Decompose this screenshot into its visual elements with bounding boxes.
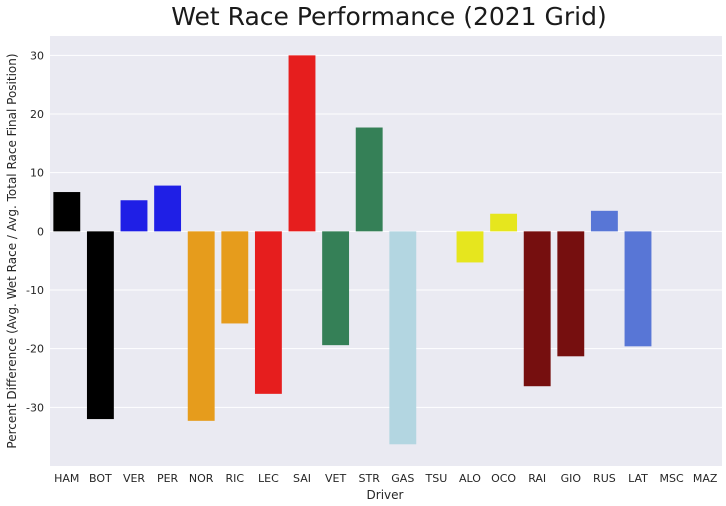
x-tick-label: RAI [528,472,546,485]
x-tick-label: GAS [391,472,414,485]
x-tick-label: MSC [660,472,684,485]
x-tick-label: BOT [89,472,112,485]
bar-ric [221,231,249,324]
x-tick-label: VET [325,472,346,485]
bar-per [154,185,182,232]
bar-ham [53,192,81,232]
bar-gio [557,231,585,357]
y-tick-labels: -30 -20 -10 0 10 20 30 [26,49,44,414]
x-tick-label: NOR [189,472,214,485]
y-tick-label: -30 [26,401,44,414]
plot-background [50,36,722,466]
y-tick-label: 20 [30,108,44,121]
y-tick-label: 0 [37,225,44,238]
x-tick-label: RIC [226,472,245,485]
x-axis-label: Driver [367,488,404,502]
x-tick-label: ALO [459,472,481,485]
x-tick-label: OCO [491,472,516,485]
x-tick-label: LAT [628,472,648,485]
bar-gas [389,231,417,445]
bar-lat [624,231,652,347]
bar-bot [86,231,114,420]
y-tick-label: -10 [26,284,44,297]
x-tick-label: VER [123,472,145,485]
x-tick-label: TSU [425,472,448,485]
bars [53,55,652,445]
y-tick-label: 30 [30,49,44,62]
bar-oco [490,213,518,232]
y-axis-label: Percent Difference (Avg. Wet Race / Avg.… [5,53,19,448]
bar-alo [456,231,484,263]
x-tick-label: SAI [293,472,311,485]
x-tick-label: RUS [593,472,616,485]
y-tick-label: 10 [30,167,44,180]
bar-rai [523,231,551,387]
bar-vet [322,231,350,346]
chart-title: Wet Race Performance (2021 Grid) [171,2,607,31]
x-tick-label: HAM [54,472,79,485]
bar-sai [288,55,316,232]
x-tick-label: STR [359,472,381,485]
bar-nor [187,231,215,421]
y-tick-label: -20 [26,343,44,356]
x-tick-label: GIO [561,472,582,485]
x-tick-label: PER [157,472,179,485]
bar-ver [120,200,148,232]
x-tick-labels: HAM BOT VER PER NOR RIC LEC SAI VET STR GAS TSU ALO O… [54,472,718,485]
bar-str [355,127,383,232]
x-tick-label: LEC [258,472,279,485]
bar-lec [254,231,282,394]
bar-rus [590,210,618,232]
x-tick-label: MAZ [693,472,718,485]
